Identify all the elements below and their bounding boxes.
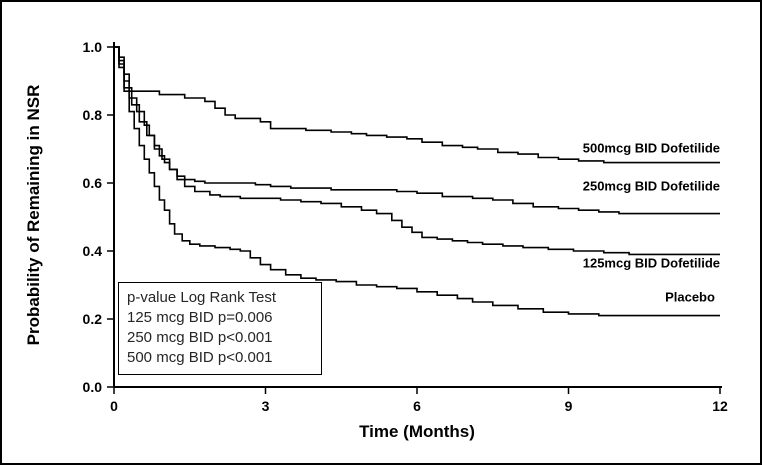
y-tick-label: 0.8 <box>83 107 103 123</box>
legend-line-500: 500 mcg BID p<0.001 <box>127 349 273 366</box>
km-curve-dofetilide-250 <box>114 46 720 215</box>
x-tick-label: 3 <box>262 398 270 414</box>
curve-label-placebo: Placebo <box>665 289 715 304</box>
legend-line-250: 250 mcg BID p<0.001 <box>127 329 273 346</box>
x-tick-label: 6 <box>413 398 421 414</box>
curve-label-dofetilide-125: 125mcg BID Dofetilide <box>583 255 720 270</box>
y-tick-label: 0.0 <box>83 379 103 395</box>
legend-line-125: 125 mcg BID p=0.006 <box>127 309 273 326</box>
y-axis-title: Probability of Remaining in NSR <box>24 84 43 346</box>
km-curve-dofetilide-500 <box>114 46 720 164</box>
km-curve-dofetilide-125 <box>114 46 720 256</box>
y-tick-label: 0.4 <box>83 243 103 259</box>
x-tick-label: 0 <box>110 398 118 414</box>
x-tick-label: 9 <box>565 398 573 414</box>
x-axis-title: Time (Months) <box>359 422 475 441</box>
y-tick-label: 0.2 <box>83 311 103 327</box>
curve-label-dofetilide-500: 500mcg BID Dofetilide <box>583 140 720 155</box>
legend-box: p-value Log Rank Test 125 mcg BID p=0.00… <box>118 282 322 375</box>
x-tick-label: 12 <box>712 398 728 414</box>
legend-title: p-value Log Rank Test <box>127 289 276 306</box>
y-tick-label: 0.6 <box>83 175 103 191</box>
y-tick-label: 1.0 <box>83 39 103 55</box>
km-curve-placebo <box>114 46 720 317</box>
curve-label-dofetilide-250: 250mcg BID Dofetilide <box>583 178 720 193</box>
